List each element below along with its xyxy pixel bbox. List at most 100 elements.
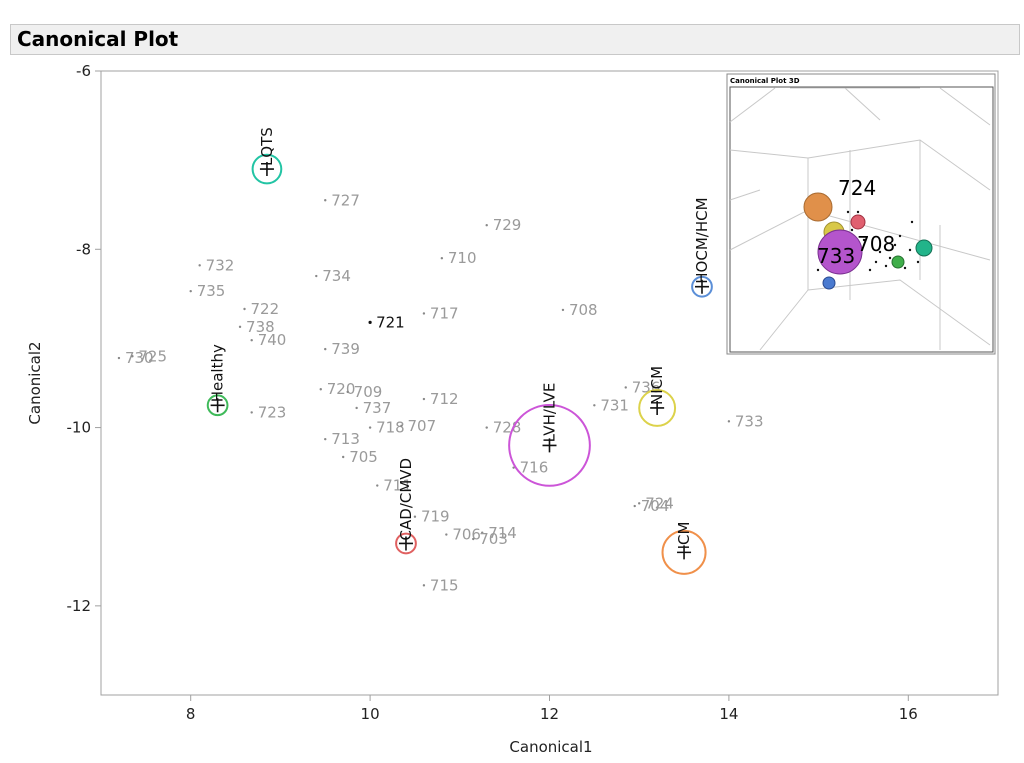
data-point-label-720: 720 [327,380,356,398]
group-circle-lqts [251,153,283,185]
group-centroid-lqts [259,162,274,177]
data-point-label-711: 711 [383,477,412,495]
data-point-label-723: 723 [258,403,287,421]
data-point-730 [117,356,121,360]
data-point-712 [422,397,426,401]
data-point-label-704: 704 [641,497,670,515]
group-label-nicm: NICM [648,366,666,405]
group-circle-icm [661,529,707,575]
data-point-label-713: 713 [331,430,360,448]
data-point-label-734: 734 [322,267,351,285]
data-point-label-708: 708 [569,301,598,319]
data-point-739 [324,347,327,351]
y-tick-label: -10 [67,419,92,437]
group-circle-cad-cmvd [395,532,417,555]
data-point-732 [198,264,201,267]
data-point-label-735: 735 [197,282,226,300]
group-layer: LQTS HOCM/HCM Healthy NICM LVH/LVE CAD/CMVD IC… [206,127,713,575]
data-point-label-740: 740 [258,331,287,349]
data-point-738 [238,325,242,329]
inset-sphere-purple [817,229,863,275]
y-tick-label: -6 [76,62,91,80]
data-point-740 [250,339,253,342]
data-point-label-719: 719 [421,508,450,526]
group-label-lvh-lve: LVH/LVE [541,383,559,443]
group-label-lqts: LQTS [258,127,276,166]
group-circle-healthy [206,394,229,417]
data-point-label-709: 709 [354,383,383,401]
data-point-733 [727,420,731,423]
inset-plot-area [729,86,994,353]
data-point-705 [341,455,345,459]
data-point-label-725: 725 [138,347,167,365]
inset-sphere-green [891,255,905,269]
inset-sphere-blue [822,276,836,290]
inset-sphere-red [850,214,866,230]
data-point-label-738: 738 [246,318,275,336]
x-axis-title: Canonical1 [509,738,592,756]
data-point-721 [368,320,372,324]
data-point-label-707: 707 [407,417,436,435]
data-point-717 [422,312,426,315]
data-point-label-731: 731 [600,396,629,414]
inset-sphere-orange [803,192,833,222]
inset-3d-plot[interactable]: Canonical Plot 3D [726,73,996,355]
data-point-737 [355,406,358,410]
group-centroid-healthy [210,398,225,413]
group-centroid-icm [677,545,692,560]
data-point-label-728: 728 [493,419,522,437]
data-point-718 [368,426,372,429]
inset-frame [726,73,996,355]
group-circle-lvh-lve [508,404,591,487]
group-centroid-nicm [650,400,665,415]
data-point-703 [472,537,475,541]
data-point-716 [512,466,515,469]
inset-scatter-dots [816,210,930,272]
data-point-725 [131,355,134,358]
group-label-hocm-hcm: HOCM/HCM [693,197,711,283]
data-point-709 [346,390,349,394]
data-point-label-712: 712 [430,390,459,408]
data-point-723 [250,411,253,414]
group-centroid-lvh-lve [542,438,557,453]
data-point-724 [638,502,641,505]
group-centroid-cad-cmvd [398,536,413,551]
y-tick-label: -8 [76,240,91,258]
inset-label-724: 724 [838,176,876,200]
data-point-label-703: 703 [479,530,508,548]
data-point-label-705: 705 [349,448,378,466]
data-point-label-716: 716 [520,459,549,477]
data-point-719 [413,515,417,518]
group-circle-hocm-hcm [691,275,713,298]
data-point-713 [324,437,327,441]
data-point-720 [319,388,322,391]
data-point-label-714: 714 [488,524,517,542]
data-point-704 [633,504,636,508]
data-point-label-715: 715 [430,576,459,594]
data-point-714 [481,531,484,534]
data-point-label-710: 710 [448,249,477,267]
inset-sphere-teal [915,239,933,257]
data-point-label-724: 724 [645,494,674,512]
section-header[interactable]: Canonical Plot [10,24,1020,55]
data-point-728 [485,426,488,429]
data-point-label-721: 721 [376,313,405,331]
group-label-icm: ICM [675,522,693,550]
data-point-label-739: 739 [331,340,360,358]
data-point-729 [485,224,488,227]
x-tick-label: 10 [361,705,380,723]
x-tick-label: 16 [899,705,918,723]
data-point-label-729: 729 [493,216,522,234]
data-point-label-717: 717 [430,304,459,322]
x-tick-label: 14 [719,705,738,723]
group-circle-nicm [638,389,677,427]
data-point-736 [624,386,627,389]
data-point-label-737: 737 [363,399,392,417]
inset-label-708: 708 [857,232,895,256]
data-point-label-727: 727 [331,191,360,209]
data-point-715 [422,584,426,587]
data-point-label-732: 732 [206,256,235,274]
data-point-label-706: 706 [452,526,481,544]
group-label-cad-cmvd: CAD/CMVD [397,458,415,541]
